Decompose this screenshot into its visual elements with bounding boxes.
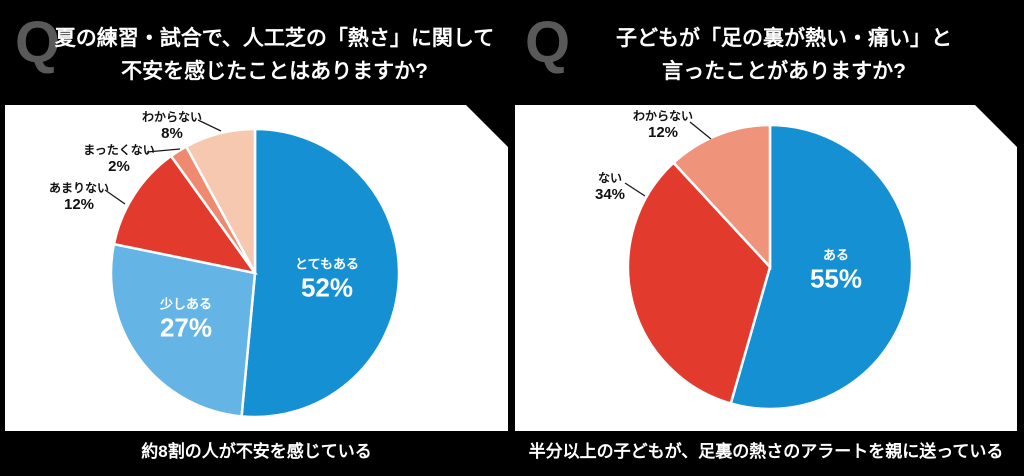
question-title-line1: 子どもが「足の裏が熱い・痛い」と [616, 27, 952, 50]
chart-panel-left: とてもある 52% 少しある 27% あまりない 12% まったくない 2% わからない 8% [5, 105, 508, 431]
slice-category-label: まったくない [83, 142, 155, 157]
label-leader-line [198, 120, 221, 131]
question-header-left: Q 夏の練習・試合で、人工芝の「熱さ」に関して 不安を感じたことはありますか? [5, 0, 508, 100]
pie-chart-right [515, 105, 1017, 431]
slice-category-label: わからない [141, 109, 203, 124]
pie-label: まったくない 2% [83, 144, 155, 176]
pie-chart-left [5, 105, 508, 431]
slice-category-label: あまりない [48, 180, 110, 195]
slice-category-label: わからない [632, 108, 694, 123]
pie-label: ある 55% [810, 249, 862, 294]
question-title: 子どもが「足の裏が熱い・痛い」と 言ったことがありますか? [559, 22, 1009, 88]
slice-percent-value: 52% [300, 272, 354, 303]
pie-slice [674, 125, 770, 267]
label-leader-line [147, 149, 180, 152]
pie-slice [242, 129, 399, 417]
pie-label: 少しある 27% [160, 298, 212, 343]
pie-slice [111, 244, 255, 416]
chart-caption-right: 半分以上の子どもが、足裏の熱さのアラートを親に送っている [528, 442, 1004, 461]
q-badge: Q [525, 10, 570, 75]
pie-label: わからない 8% [142, 111, 202, 143]
slice-percent-value: 27% [159, 312, 213, 343]
slice-percent-value: 12% [647, 124, 679, 142]
pie-label: わからない 12% [633, 110, 693, 142]
question-title: 夏の練習・試合で、人工芝の「熱さ」に関して 不安を感じたことはありますか? [49, 22, 500, 88]
pie-slice [114, 156, 255, 273]
label-leader-line [625, 183, 645, 196]
pie-label: ない 34% [595, 172, 625, 204]
question-title-line1: 夏の練習・試合で、人工芝の「熱さ」に関して [54, 27, 495, 50]
pie-slice [628, 163, 770, 404]
chart-panel-right: ある 55% ない 34% わからない 12% [515, 105, 1017, 431]
chart-caption-left: 約8割の人が不安を感じている [141, 442, 372, 461]
slice-category-label: ある [822, 247, 850, 263]
question-title-line2: 不安を感じたことはありますか? [121, 60, 428, 83]
pie-label: あまりない 12% [49, 182, 109, 214]
slice-category-label: 少しある [159, 296, 213, 312]
label-leader-line [105, 190, 125, 204]
pie-slice [186, 129, 255, 273]
pie-label: とてもある 52% [295, 258, 359, 303]
q-badge: Q [15, 10, 60, 75]
slice-percent-value: 55% [809, 263, 863, 294]
question-header-right: Q 子どもが「足の裏が熱い・痛い」と 言ったことがありますか? [515, 0, 1017, 100]
question-title-line2: 言ったことがありますか? [662, 60, 906, 83]
slice-percent-value: 8% [161, 125, 183, 143]
slice-category-label: ない [597, 170, 622, 185]
slice-percent-value: 12% [63, 196, 95, 214]
slice-percent-value: 2% [108, 158, 130, 176]
label-leader-line [690, 122, 711, 139]
slice-percent-value: 34% [594, 186, 626, 204]
pie-slice [731, 125, 912, 409]
slice-category-label: とてもある [295, 256, 359, 272]
